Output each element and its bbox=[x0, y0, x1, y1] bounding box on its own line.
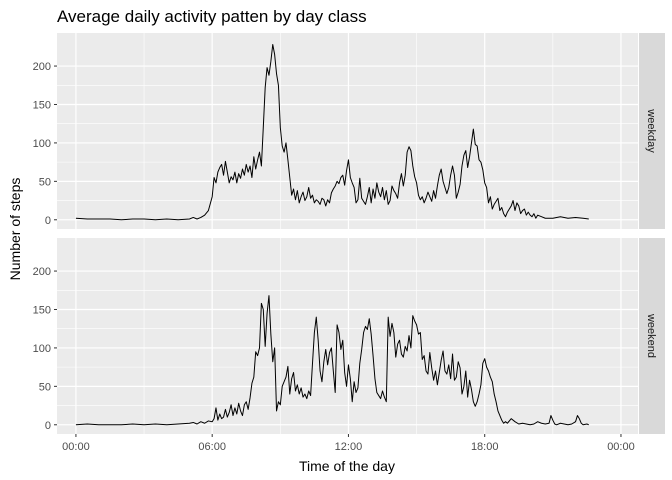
facet-strip bbox=[639, 238, 665, 434]
y-axis-title: Number of steps bbox=[7, 178, 23, 281]
y-tick-label: 150 bbox=[33, 304, 51, 316]
chart-title: Average daily activity patten by day cla… bbox=[57, 7, 367, 26]
y-tick-label: 50 bbox=[39, 176, 51, 188]
y-tick-label: 200 bbox=[33, 61, 51, 73]
x-tick-label: 18:00 bbox=[471, 441, 499, 453]
y-tick-label: 0 bbox=[45, 215, 51, 227]
y-tick-label: 200 bbox=[33, 266, 51, 278]
y-tick-label: 100 bbox=[33, 343, 51, 355]
x-axis-title: Time of the day bbox=[299, 458, 395, 474]
facet-strip-label: weekend bbox=[645, 313, 657, 358]
series-line-weekday bbox=[75, 44, 589, 221]
series-line-weekend bbox=[75, 295, 589, 426]
facet-panel-weekday: 0 50 100 150 200 weekday bbox=[33, 33, 665, 229]
x-tick-label: 06:00 bbox=[198, 441, 226, 453]
facet-strip bbox=[639, 33, 665, 229]
y-tick-label: 150 bbox=[33, 99, 51, 111]
facet-panels: 0 50 100 150 200 weekday 0 50 100 150 200 weekend bbox=[33, 33, 665, 434]
y-tick-label: 100 bbox=[33, 138, 51, 150]
x-tick-label: 00:00 bbox=[607, 441, 635, 453]
x-axis: 00:00 06:00 12:00 18:00 00:00 bbox=[62, 434, 635, 453]
facet-strip-label: weekday bbox=[645, 108, 657, 153]
x-tick-label: 00:00 bbox=[62, 441, 90, 453]
y-tick-label: 50 bbox=[39, 381, 51, 393]
facet-panel-weekend: 0 50 100 150 200 weekend bbox=[33, 238, 665, 434]
y-tick-label: 0 bbox=[45, 420, 51, 432]
x-tick-label: 12:00 bbox=[335, 441, 363, 453]
